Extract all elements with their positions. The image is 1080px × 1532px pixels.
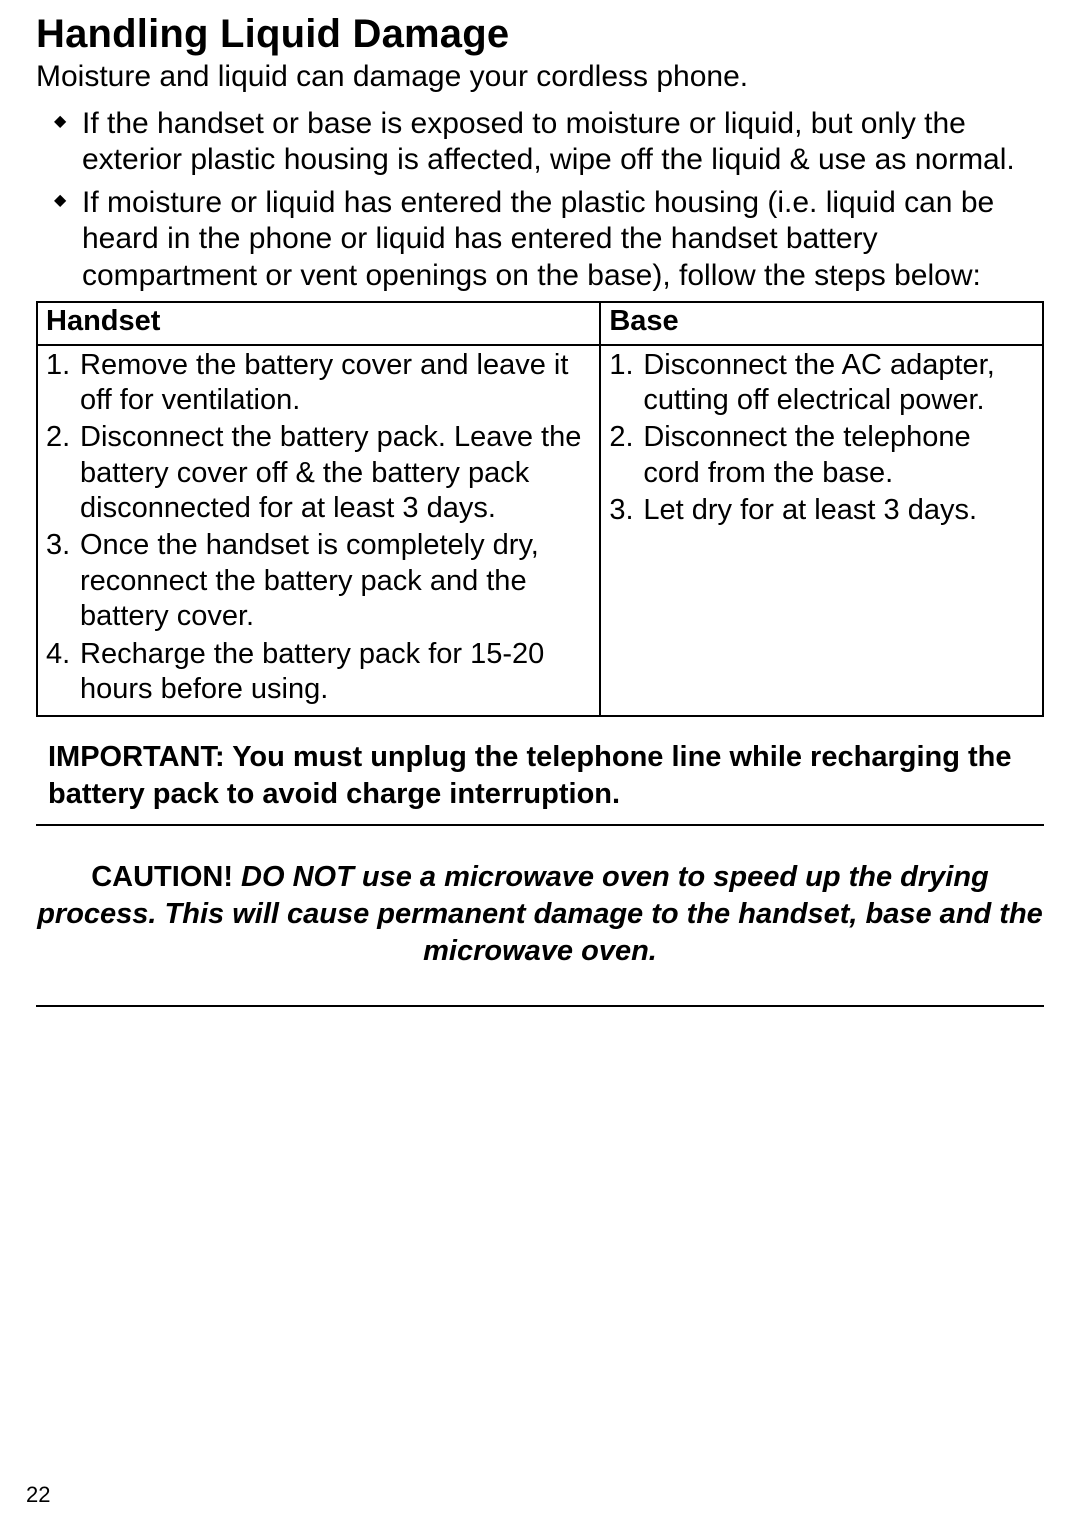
table-header-row: Handset Base — [37, 302, 1043, 345]
caution-text: CAUTION! DO NOT use a microwave oven to … — [36, 859, 1044, 970]
base-steps: Disconnect the AC adapter, cutting off e… — [609, 348, 1034, 529]
table-row: Remove the battery cover and leave it of… — [37, 345, 1043, 717]
page-number: 22 — [26, 1482, 50, 1508]
list-item: Disconnect the AC adapter, cutting off e… — [609, 348, 1034, 419]
bullet-item: If the handset or base is exposed to moi… — [54, 106, 1044, 179]
bullet-list: If the handset or base is exposed to moi… — [36, 106, 1044, 295]
handset-cell: Remove the battery cover and leave it of… — [37, 345, 600, 717]
bullet-item: If moisture or liquid has entered the pl… — [54, 185, 1044, 295]
caution-lead: CAUTION! — [91, 861, 241, 893]
important-note: IMPORTANT: You must unplug the telephone… — [48, 739, 1040, 813]
caution-box: CAUTION! DO NOT use a microwave oven to … — [36, 824, 1044, 1007]
page-title: Handling Liquid Damage — [36, 12, 1044, 57]
intro-paragraph: Moisture and liquid can damage your cord… — [36, 59, 1044, 96]
manual-page: Handling Liquid Damage Moisture and liqu… — [0, 0, 1080, 1532]
handset-steps: Remove the battery cover and leave it of… — [46, 348, 591, 708]
col-header-handset: Handset — [37, 302, 600, 345]
list-item: Let dry for at least 3 days. — [609, 493, 1034, 528]
liquid-damage-table: Handset Base Remove the battery cover an… — [36, 301, 1044, 718]
list-item: Once the handset is completely dry, reco… — [46, 528, 591, 634]
list-item: Disconnect the battery pack. Leave the b… — [46, 420, 591, 526]
col-header-base: Base — [600, 302, 1043, 345]
base-cell: Disconnect the AC adapter, cutting off e… — [600, 345, 1043, 717]
list-item: Disconnect the telephone cord from the b… — [609, 420, 1034, 491]
list-item: Remove the battery cover and leave it of… — [46, 348, 591, 419]
list-item: Recharge the battery pack for 15-20 hour… — [46, 637, 591, 708]
